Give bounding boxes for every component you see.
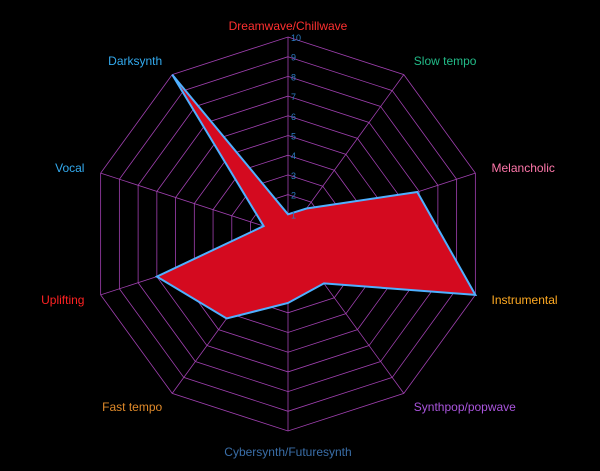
category-label-4: Instrumental	[492, 293, 558, 307]
category-label-1: Dreamwave/Chillwave	[229, 19, 348, 33]
tick-label-4: 4	[291, 151, 296, 161]
category-label-9: Vocal	[55, 161, 84, 175]
tick-label-5: 5	[291, 132, 296, 142]
tick-label-1: 1	[291, 210, 296, 220]
category-label-6: Cybersynth/Futuresynth	[224, 445, 351, 459]
category-label-8: Uplifting	[41, 293, 84, 307]
tick-label-8: 8	[291, 72, 296, 82]
tick-label-10: 10	[291, 33, 301, 43]
category-label-layer: Dreamwave/Chillwave Slow tempo Melancholic…	[41, 19, 557, 459]
category-label-5: Synthpop/popwave	[414, 400, 516, 414]
tick-label-6: 6	[291, 112, 296, 122]
tick-label-2: 2	[291, 191, 296, 201]
category-label-7: Fast tempo	[102, 400, 162, 414]
series-layer	[154, 73, 478, 320]
tick-layer: 1 2 3 4 5 6 7 8 9 10	[291, 33, 301, 220]
tick-label-3: 3	[291, 171, 296, 181]
tick-label-7: 7	[291, 92, 296, 102]
category-label-2: Slow tempo	[414, 54, 477, 68]
tick-label-9: 9	[291, 53, 296, 63]
grid-spoke-9	[100, 172, 289, 235]
category-label-3: Melancholic	[492, 161, 555, 175]
category-label-10: Darksynth	[108, 54, 162, 68]
